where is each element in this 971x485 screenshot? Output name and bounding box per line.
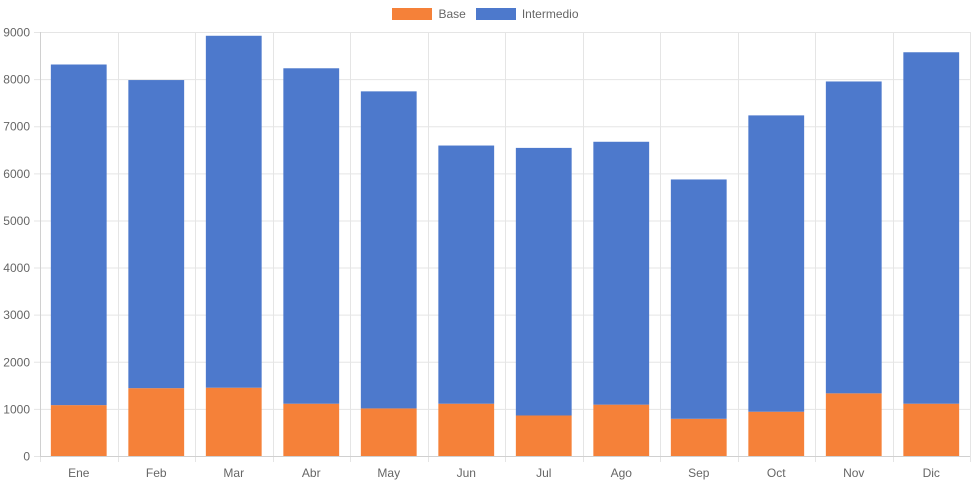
y-tick-label: 3000 <box>3 308 30 322</box>
x-tick-label: Mar <box>223 466 244 480</box>
x-tick-label: Jul <box>536 466 551 480</box>
bar-intermedio <box>748 115 805 412</box>
legend-label-base: Base <box>438 7 466 21</box>
x-tick-label: Feb <box>146 466 167 480</box>
legend-swatch-base <box>392 8 433 20</box>
bar-base <box>903 403 960 456</box>
y-tick-label: 5000 <box>3 214 30 228</box>
bar-base <box>438 403 495 456</box>
x-tick-label: Sep <box>688 466 710 480</box>
x-tick-label: Jun <box>457 466 476 480</box>
x-tick-label: Ago <box>611 466 633 480</box>
bar-base <box>748 411 805 456</box>
legend-label-intermedio: Intermedio <box>521 7 579 21</box>
bar-intermedio <box>283 68 340 404</box>
bar-base <box>205 387 262 456</box>
x-tick-label: Ene <box>68 466 90 480</box>
bar-base <box>50 405 107 456</box>
bar-intermedio <box>593 141 650 405</box>
bar-intermedio <box>50 64 107 406</box>
legend-item-base[interactable]: Base <box>392 7 466 21</box>
y-tick-label: 9000 <box>3 26 30 40</box>
y-tick-label: 8000 <box>3 73 30 87</box>
x-tick-label: Oct <box>767 466 786 480</box>
bar-intermedio <box>360 91 417 409</box>
bar-base <box>825 393 882 456</box>
bar-intermedio <box>903 52 960 404</box>
bar-intermedio <box>515 147 572 416</box>
bar-base <box>360 408 417 456</box>
y-tick-label: 0 <box>23 450 30 464</box>
bar-intermedio <box>825 81 882 394</box>
y-tick-label: 2000 <box>3 355 30 369</box>
x-tick-label: Nov <box>843 466 864 480</box>
x-tick-label: May <box>377 466 400 480</box>
bar-intermedio <box>438 145 495 404</box>
bar-base <box>515 415 572 456</box>
bar-intermedio <box>205 35 262 388</box>
x-tick-label: Abr <box>302 466 321 480</box>
bar-base <box>283 403 340 456</box>
y-tick-label: 1000 <box>3 402 30 416</box>
bar-intermedio <box>670 179 727 419</box>
legend-swatch-intermedio <box>475 8 516 20</box>
x-tick-label: Dic <box>923 466 940 480</box>
y-tick-label: 4000 <box>3 261 30 275</box>
bar-base <box>128 388 185 456</box>
bar-base <box>593 404 650 456</box>
y-tick-label: 6000 <box>3 167 30 181</box>
bar-intermedio <box>128 80 185 389</box>
bar-base <box>670 418 727 456</box>
legend-item-intermedio[interactable]: Intermedio <box>475 7 579 21</box>
legend: Base Intermedio <box>0 7 971 21</box>
y-tick-label: 7000 <box>3 120 30 134</box>
